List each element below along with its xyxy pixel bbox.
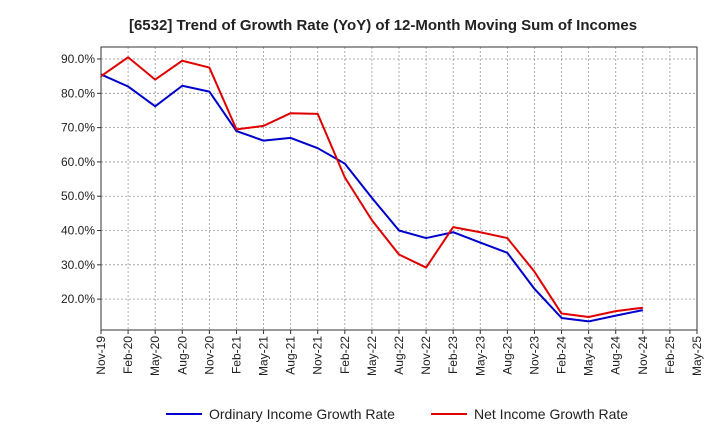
x-tick-label: May-23 [473, 336, 487, 376]
legend-label: Net Income Growth Rate [474, 406, 628, 422]
x-tick-label: Aug-20 [175, 336, 189, 375]
series-lines [100, 56, 644, 323]
y-tick-label: 50.0% [61, 189, 95, 203]
y-tick-label: 20.0% [61, 292, 95, 306]
x-tick-label: Feb-23 [446, 336, 460, 374]
x-tick-label: May-20 [148, 336, 162, 376]
x-tick-label: May-22 [365, 336, 379, 376]
x-tick-label: Nov-19 [94, 336, 108, 375]
legend: Ordinary Income Growth Rate Net Income Gr… [166, 406, 628, 422]
x-tick-label: Feb-20 [121, 336, 135, 374]
x-tick-label: Nov-21 [311, 336, 325, 375]
y-tick-label: 30.0% [61, 258, 95, 272]
x-tick-label: Feb-22 [338, 336, 352, 374]
x-tick-label: Nov-23 [527, 336, 541, 375]
series-line-net-income [100, 56, 643, 318]
x-tick-label: Aug-21 [284, 336, 298, 375]
x-tick-label: Aug-23 [500, 336, 514, 375]
grid [100, 47, 698, 330]
y-tick-label: 60.0% [61, 155, 95, 169]
y-tick-label: 40.0% [61, 224, 95, 238]
x-tick-label: Feb-21 [229, 336, 243, 374]
y-axis: 20.0% 30.0% 40.0% 50.0% 60.0% 70.0% 80.0% 90.0% [61, 52, 101, 306]
x-tick-label: Feb-24 [555, 336, 569, 374]
chart-title: [6532] Trend of Growth Rate (YoY) of 12-… [129, 17, 637, 34]
y-tick-label: 70.0% [61, 121, 95, 135]
x-tick-label: May-25 [690, 336, 704, 376]
y-tick-label: 90.0% [61, 52, 95, 66]
x-tick-label: Feb-25 [663, 336, 677, 374]
x-tick-label: Aug-24 [609, 336, 623, 375]
legend-label: Ordinary Income Growth Rate [209, 406, 395, 422]
x-tick-label: Nov-22 [419, 336, 433, 375]
x-tick-label: May-21 [257, 336, 271, 376]
y-tick-label: 80.0% [61, 86, 95, 100]
series-line-ordinary-income [100, 73, 644, 323]
x-tick-label: Nov-24 [636, 336, 650, 375]
x-tick-label: May-24 [582, 336, 596, 376]
x-tick-label: Aug-22 [392, 336, 406, 375]
x-axis: Nov-19 Feb-20 May-20 Aug-20 Nov-20 Feb-21 May-… [94, 330, 704, 376]
x-tick-label: Nov-20 [202, 336, 216, 375]
